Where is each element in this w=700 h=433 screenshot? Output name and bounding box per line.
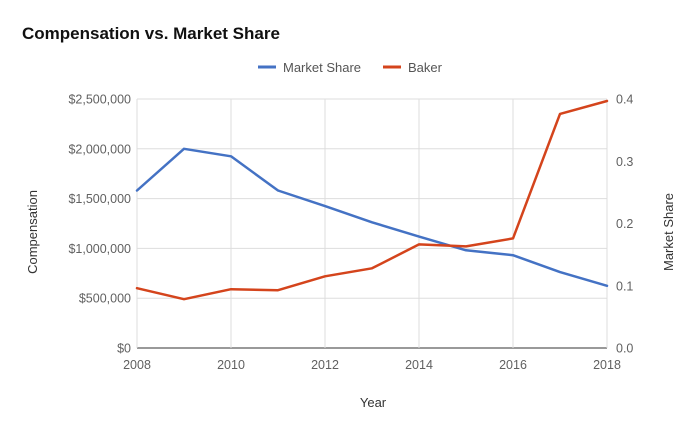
- x-tick-label: 2018: [593, 358, 621, 372]
- y-right-tick-label: 0.2: [616, 217, 633, 231]
- x-axis-ticks: 2008 2010 2012 2014 2016 2018: [123, 358, 621, 372]
- y-left-tick-label: $1,000,000: [68, 242, 131, 256]
- left-axis-title: Compensation: [25, 190, 40, 274]
- y-right-tick-label: 0.3: [616, 155, 633, 169]
- right-axis-title: Market Share: [661, 193, 676, 271]
- y-right-tick-label: 0.1: [616, 279, 633, 293]
- y-left-tick-label: $500,000: [79, 292, 131, 306]
- right-axis-ticks: 0.0 0.1 0.2 0.3 0.4: [616, 93, 633, 356]
- x-tick-label: 2014: [405, 358, 433, 372]
- y-right-tick-label: 0.0: [616, 342, 633, 356]
- y-left-tick-label: $2,500,000: [68, 93, 131, 107]
- legend: Market Share Baker: [258, 60, 443, 75]
- x-axis-title: Year: [360, 395, 387, 410]
- legend-label-baker: Baker: [408, 60, 443, 75]
- y-left-tick-label: $0: [117, 342, 131, 356]
- y-left-tick-label: $1,500,000: [68, 192, 131, 206]
- chart-title: Compensation vs. Market Share: [22, 24, 280, 43]
- series-layer: [135, 99, 609, 301]
- left-axis-ticks: $0 $500,000 $1,000,000 $1,500,000 $2,000,000…: [68, 93, 131, 356]
- x-tick-label: 2012: [311, 358, 339, 372]
- y-left-tick-label: $2,000,000: [68, 142, 131, 156]
- y-right-tick-label: 0.4: [616, 93, 633, 107]
- series-line-market-share: [135, 147, 609, 288]
- x-tick-label: 2016: [499, 358, 527, 372]
- x-tick-label: 2010: [217, 358, 245, 372]
- x-tick-label: 2008: [123, 358, 151, 372]
- legend-label-market-share: Market Share: [283, 60, 361, 75]
- series-line-baker: [135, 99, 609, 301]
- gridlines: [136, 98, 608, 349]
